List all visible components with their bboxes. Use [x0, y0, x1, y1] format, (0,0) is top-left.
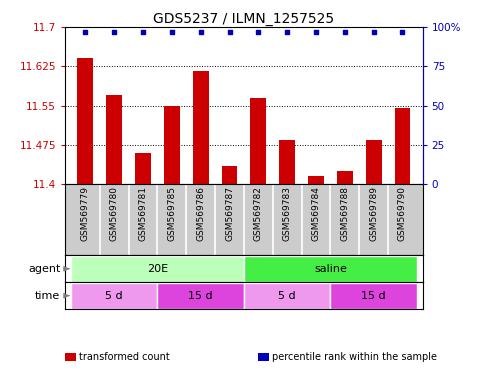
Bar: [135, 153, 151, 184]
Text: GSM569784: GSM569784: [312, 187, 321, 241]
Text: GSM569787: GSM569787: [225, 187, 234, 242]
Bar: [193, 71, 209, 184]
Point: [255, 28, 262, 35]
Point: [82, 28, 89, 35]
Point: [168, 28, 176, 35]
Text: 20E: 20E: [147, 264, 168, 274]
Point: [398, 28, 406, 35]
Text: GSM569782: GSM569782: [254, 187, 263, 241]
Point: [370, 28, 378, 35]
Bar: [222, 166, 238, 184]
Bar: [71, 283, 157, 309]
Text: 5 d: 5 d: [105, 291, 123, 301]
Text: GSM569781: GSM569781: [139, 187, 147, 242]
Text: GSM569790: GSM569790: [398, 187, 407, 242]
Text: GSM569783: GSM569783: [283, 187, 292, 242]
Text: 15 d: 15 d: [361, 291, 386, 301]
Bar: [330, 283, 417, 309]
Bar: [71, 256, 244, 282]
Point: [110, 28, 118, 35]
Text: 5 d: 5 d: [278, 291, 296, 301]
Text: 15 d: 15 d: [188, 291, 213, 301]
Bar: [164, 106, 180, 184]
Text: GSM569779: GSM569779: [81, 187, 90, 242]
Text: percentile rank within the sample: percentile rank within the sample: [272, 352, 437, 362]
Bar: [337, 171, 353, 184]
Point: [312, 28, 320, 35]
Bar: [157, 283, 244, 309]
Bar: [250, 98, 266, 184]
Bar: [308, 176, 324, 184]
Text: transformed count: transformed count: [79, 352, 170, 362]
Bar: [366, 140, 382, 184]
Text: GSM569788: GSM569788: [341, 187, 349, 242]
Point: [197, 28, 204, 35]
Text: GSM569785: GSM569785: [167, 187, 176, 242]
Bar: [77, 58, 93, 184]
Bar: [395, 108, 411, 184]
Bar: [244, 283, 330, 309]
Text: saline: saline: [314, 264, 347, 274]
Point: [226, 28, 233, 35]
Bar: [279, 140, 295, 184]
Text: time: time: [35, 291, 60, 301]
Point: [284, 28, 291, 35]
Text: GSM569780: GSM569780: [110, 187, 119, 242]
Text: GSM569789: GSM569789: [369, 187, 378, 242]
Text: agent: agent: [28, 264, 60, 274]
Text: GSM569786: GSM569786: [196, 187, 205, 242]
Bar: [106, 95, 122, 184]
Point: [341, 28, 349, 35]
Point: [139, 28, 147, 35]
Bar: [244, 256, 417, 282]
Title: GDS5237 / ILMN_1257525: GDS5237 / ILMN_1257525: [154, 12, 335, 26]
